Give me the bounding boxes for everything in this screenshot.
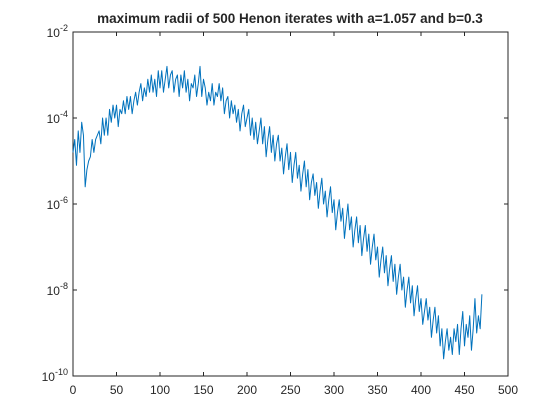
x-tick-label: 350	[367, 383, 387, 397]
x-tick-label: 150	[193, 383, 213, 397]
x-tick-label: 450	[454, 383, 474, 397]
x-tick-label: 500	[498, 383, 518, 397]
x-tick-label: 50	[110, 383, 124, 397]
x-tick-label: 250	[280, 383, 300, 397]
x-tick-label: 300	[324, 383, 344, 397]
y-tick-base: 10	[42, 370, 56, 384]
y-tick-exponent: -2	[60, 23, 68, 33]
y-tick-base: 10	[47, 284, 61, 298]
y-tick-base: 10	[47, 198, 61, 212]
y-tick-exponent: -8	[60, 281, 68, 291]
x-tick-label: 100	[150, 383, 170, 397]
x-tick-label: 400	[411, 383, 431, 397]
y-tick-exponent: -4	[60, 109, 68, 119]
y-tick-base: 10	[47, 112, 61, 126]
y-tick-base: 10	[47, 26, 61, 40]
x-tick-label: 200	[237, 383, 257, 397]
chart-title: maximum radii of 500 Henon iterates with…	[97, 11, 483, 26]
y-tick-exponent: -10	[55, 367, 68, 377]
y-tick-exponent: -6	[60, 195, 68, 205]
x-tick-label: 0	[70, 383, 77, 397]
